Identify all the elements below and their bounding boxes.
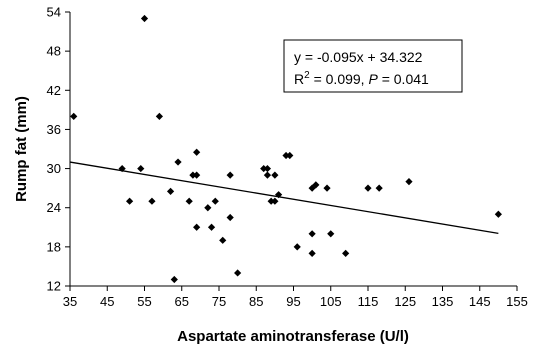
y-tick-label: 48 (47, 44, 61, 59)
data-point (260, 164, 268, 173)
data-point (219, 236, 227, 244)
data-point (155, 112, 163, 120)
data-point (185, 197, 193, 205)
p-value: = 0.041 (378, 71, 429, 87)
data-point (189, 171, 197, 179)
data-point (494, 210, 502, 218)
data-point (226, 213, 234, 222)
x-tick-label: 155 (506, 294, 528, 309)
r-symbol: R (294, 71, 304, 87)
data-point (267, 197, 275, 205)
data-point (308, 230, 316, 238)
x-tick-label: 35 (63, 294, 77, 309)
data-point (375, 184, 383, 192)
data-point (263, 164, 272, 173)
data-point (275, 191, 283, 199)
x-tick-label: 65 (175, 294, 189, 309)
data-point (405, 178, 413, 186)
y-tick-label: 12 (47, 279, 61, 294)
r-exponent: 2 (304, 70, 310, 81)
x-tick-label: 115 (358, 294, 379, 309)
data-point (342, 249, 350, 257)
x-axis-title: Aspartate aminotransferase (U/l) (177, 328, 409, 345)
data-point (137, 164, 145, 173)
data-point (170, 275, 178, 284)
data-point (204, 204, 212, 212)
data-point (293, 243, 301, 251)
data-point (271, 197, 279, 205)
r-squared-text: R2 = 0.099, P = 0.041 (294, 70, 429, 87)
data-point (207, 223, 216, 231)
data-point (193, 171, 201, 179)
data-point (226, 171, 234, 179)
data-point (308, 249, 316, 257)
data-point (193, 223, 201, 231)
data-point (282, 151, 290, 160)
x-tick-label: 75 (212, 294, 226, 309)
x-tick-label: 55 (137, 294, 151, 309)
y-tick-label: 30 (47, 161, 61, 176)
y-tick-label: 18 (47, 239, 61, 254)
p-symbol: P (368, 71, 378, 87)
data-point (286, 151, 294, 160)
data-point (263, 171, 272, 179)
y-tick-label: 42 (47, 83, 61, 98)
data-point (174, 158, 182, 166)
x-tick-label: 125 (394, 294, 416, 309)
regression-annotation: y = -0.095x + 34.322 R2 = 0.099, P = 0.0… (283, 39, 463, 93)
data-point (70, 112, 78, 120)
data-point (148, 197, 156, 205)
x-tick-label: 145 (469, 294, 491, 309)
data-point (364, 184, 372, 192)
annotation-border (283, 39, 463, 93)
data-point (312, 181, 320, 189)
data-point (234, 269, 242, 277)
y-axis-title: Rump fat (mm) (13, 96, 30, 202)
y-tick-label: 54 (47, 5, 61, 20)
data-point (327, 230, 335, 238)
data-point (126, 197, 134, 205)
regression-equation: y = -0.095x + 34.322 (294, 49, 423, 65)
r-value: = 0.099, (310, 71, 369, 87)
x-tick-label: 135 (432, 294, 454, 309)
data-point (118, 164, 126, 173)
data-point (323, 184, 331, 192)
trendline (69, 161, 499, 234)
data-point (140, 14, 149, 23)
x-tick-label: 105 (320, 294, 342, 309)
x-tick-label: 45 (100, 294, 114, 309)
data-point (211, 197, 219, 205)
y-tick-label: 24 (47, 200, 61, 215)
data-point (166, 187, 175, 196)
data-point (193, 148, 201, 156)
x-tick-label: 95 (286, 294, 300, 309)
data-point (271, 171, 279, 179)
x-tick-label: 85 (249, 294, 263, 309)
y-tick-label: 36 (47, 122, 61, 137)
